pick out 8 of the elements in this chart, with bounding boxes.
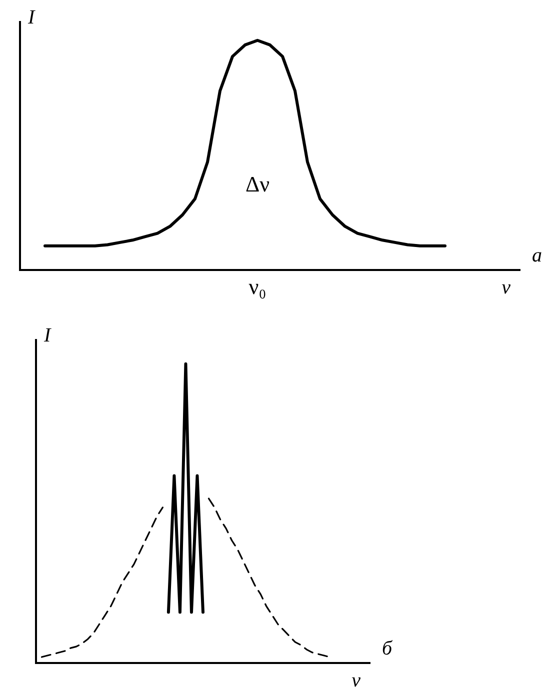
y-axis-title: I [27,6,36,28]
text: а [532,244,542,266]
x-axis-title: ν [352,669,361,692]
text: б [382,637,393,660]
annotation: Δν [245,171,270,196]
y-axis-title: I [43,324,52,346]
x-axis-title: ν [502,276,511,298]
text: ν₀ [248,274,266,299]
